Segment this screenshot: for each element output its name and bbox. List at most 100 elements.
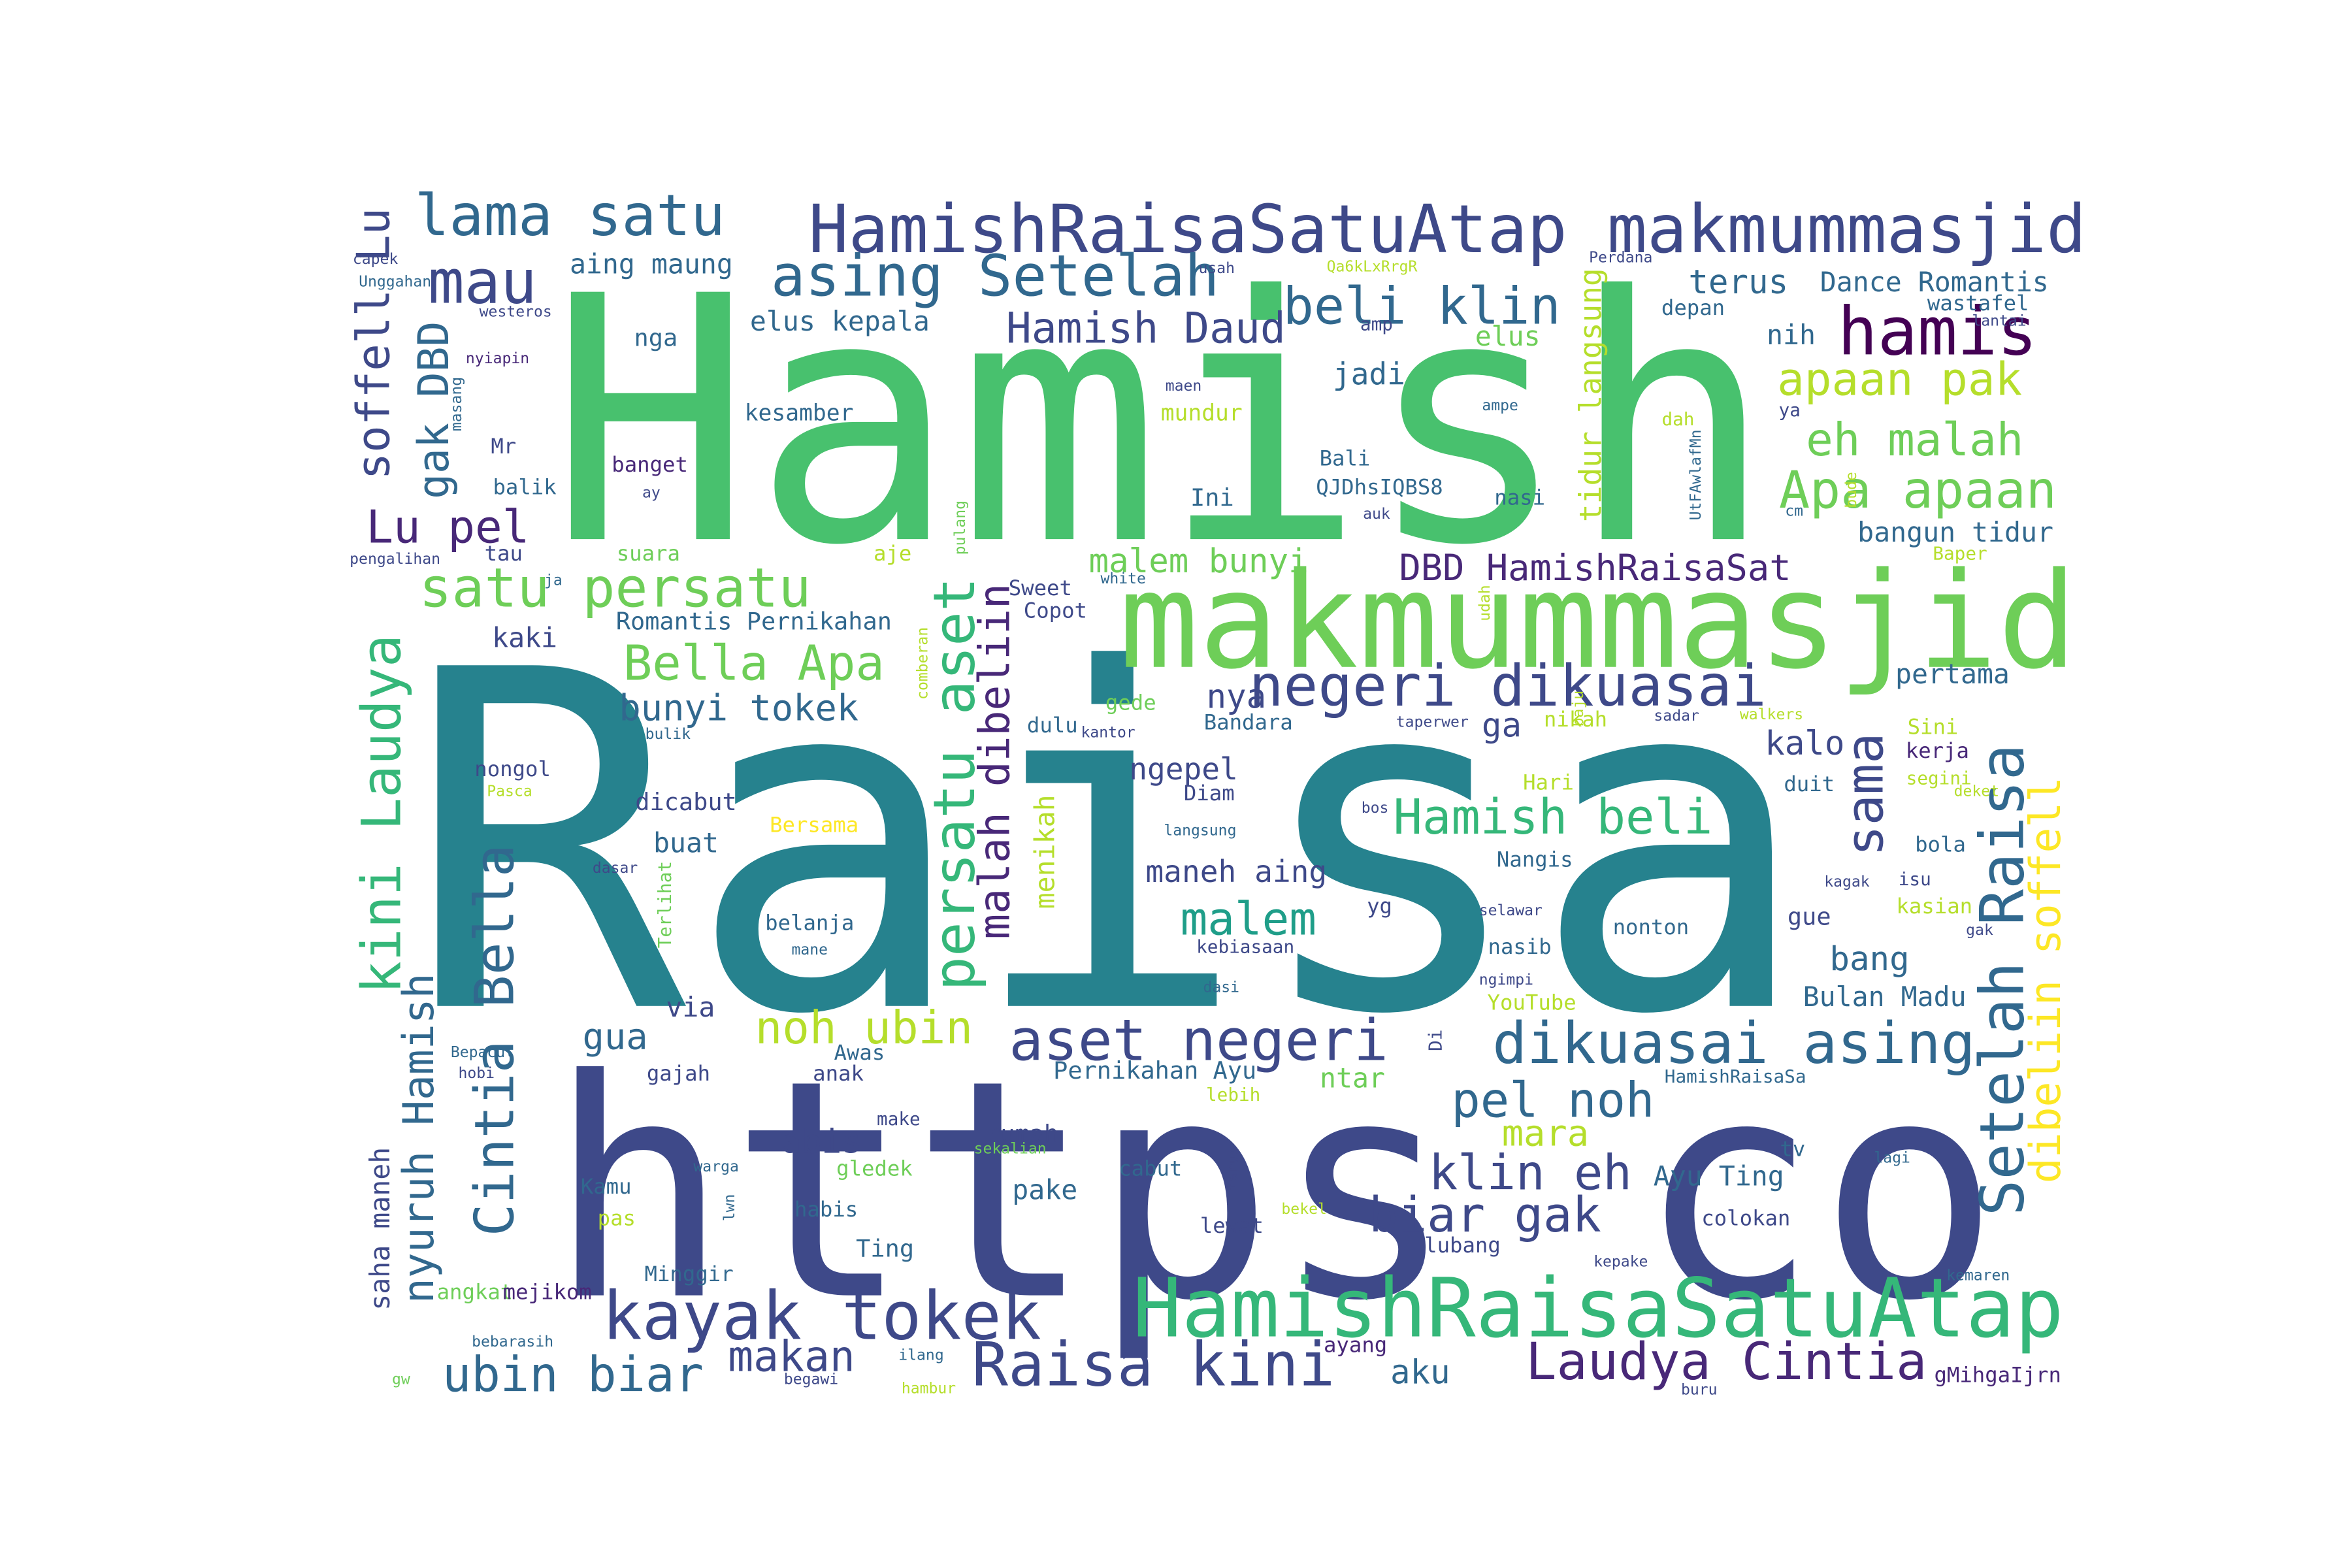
word: Kamu (581, 1174, 632, 1199)
word: anak (813, 1061, 864, 1086)
word: lewat (1200, 1213, 1264, 1238)
word: comberan (914, 627, 931, 700)
word: duit (1784, 772, 1835, 796)
word: buru (1681, 1382, 1718, 1399)
word: balik (493, 474, 556, 499)
word: kerja (1906, 738, 1969, 763)
word: Dance Romantis (1820, 266, 2049, 298)
word: Raisa kini (972, 1329, 1335, 1399)
word: Bandara (1204, 710, 1293, 734)
word: kasian (1896, 894, 1972, 919)
word: nikah (1544, 707, 1607, 732)
word: Bepacul (451, 1044, 514, 1061)
word: Diam (1184, 781, 1235, 806)
word: https co (548, 1016, 2001, 1367)
word: Ini (1190, 483, 1234, 512)
word: Hamish beli (1393, 789, 1712, 845)
word: via (666, 991, 715, 1023)
word: aing maung (570, 248, 733, 280)
word: hambur (902, 1380, 956, 1397)
word: dasi (1203, 979, 1239, 996)
word: bulik (645, 726, 691, 743)
word: satu persatu (419, 557, 811, 620)
word: baju (1570, 691, 1587, 727)
word: gledek (836, 1156, 913, 1181)
word: Perdana (1589, 250, 1652, 267)
word: tv (1780, 1136, 1805, 1161)
word: Apa apaan (1779, 460, 2057, 520)
word: isu (1899, 868, 1931, 890)
word: lubang (1424, 1233, 1501, 1258)
word: taperwer (1396, 713, 1469, 730)
word: ngepel (1129, 751, 1238, 787)
word: capek (353, 251, 399, 268)
word: asing Setelah (771, 242, 1219, 309)
word: kalo (1765, 724, 1844, 762)
word: segini (1906, 767, 1972, 789)
word: ga (1482, 706, 1522, 745)
word: ilang (898, 1347, 943, 1364)
word: abis (782, 1122, 862, 1160)
word: depan (1661, 295, 1725, 320)
word: yg (1367, 894, 1392, 919)
word: HamishRaisaSa (1665, 1066, 1806, 1087)
word: hamis (1838, 293, 2038, 370)
word: apaan pak (1777, 354, 2022, 406)
word: nongol (474, 757, 551, 781)
word: HamishRaisaSatuAtap (1132, 1262, 2063, 1356)
word: bangun tidur (1857, 516, 2053, 548)
word: gue (1788, 903, 1831, 931)
word: kesamber (745, 400, 854, 426)
word: Bersama (770, 812, 858, 837)
word: pengalihan (350, 551, 440, 568)
word: wastafel (1927, 291, 2029, 316)
word: nasi (1494, 485, 1545, 510)
word: bos (1362, 800, 1389, 817)
word: habis (794, 1197, 858, 1222)
word: gak DBD (410, 321, 459, 499)
word: gede (1105, 690, 1156, 715)
word: nasib (1488, 934, 1552, 959)
word: nih (1767, 319, 1816, 351)
word: Unggahan (359, 274, 431, 291)
word: Sweet (1009, 576, 1072, 600)
word: menikah (1029, 794, 1061, 909)
word: bude (1843, 472, 1860, 508)
word: lebih (1206, 1084, 1260, 1105)
word: kebiasaan (1196, 936, 1294, 958)
word: elus kepala (750, 305, 930, 337)
word: ntar (1320, 1062, 1385, 1094)
word: malem bunyi (1089, 542, 1309, 580)
word: ya (1779, 399, 1801, 421)
word: warga (693, 1158, 738, 1175)
word: dah (1661, 408, 1694, 430)
word: kepake (1593, 1254, 1648, 1271)
word: nyuruh Hamish (395, 973, 444, 1303)
word: belanja (765, 910, 854, 935)
word: dasar (593, 860, 638, 877)
word: usah (1199, 260, 1235, 277)
word: colokan (1701, 1206, 1790, 1231)
word: walkers (1740, 706, 1803, 723)
word: Qa6kLxRrgR (1327, 258, 1418, 275)
word: dikuasai asing (1492, 1010, 1975, 1077)
word: amp (1360, 314, 1393, 335)
word: ayang (1324, 1332, 1387, 1357)
word: malem (1181, 894, 1316, 946)
word: pertama (1895, 658, 2010, 690)
word: gua (583, 1017, 648, 1058)
word: suara (617, 541, 680, 566)
word: Cintia Bella (463, 844, 526, 1236)
word: mau (428, 247, 537, 318)
word: nya (1206, 678, 1266, 716)
word: langsung (1164, 823, 1236, 840)
word: nonton (1613, 915, 1690, 939)
word: white (1101, 570, 1146, 587)
word: Bulan Madu (1803, 981, 1967, 1013)
word: QJDhsIQBS8 (1316, 474, 1443, 499)
word: kagak (1824, 874, 1870, 890)
word: bebarasih (472, 1333, 553, 1350)
word: Minggir (645, 1262, 734, 1286)
